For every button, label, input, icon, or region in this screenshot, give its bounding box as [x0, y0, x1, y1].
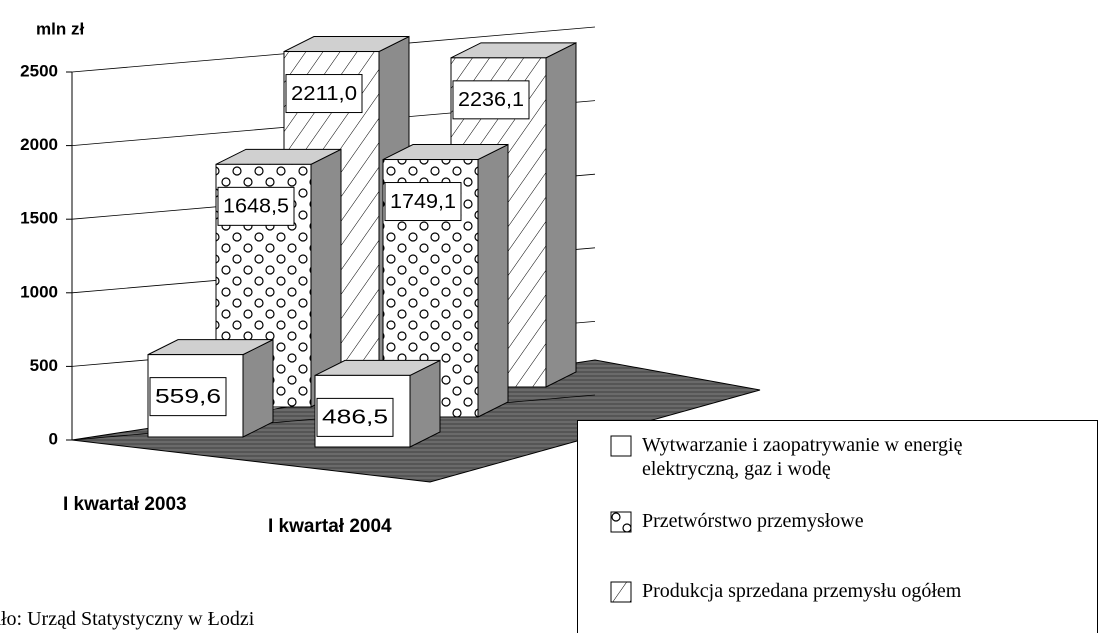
y-tick-label: 0 — [49, 429, 58, 448]
legend-swatch — [610, 511, 632, 533]
y-tick-label: 2500 — [20, 61, 58, 80]
legend-label: Produkcja sprzedana przemysłu ogółem — [642, 580, 962, 602]
legend-swatch — [610, 435, 632, 457]
value-label: 1648,5 — [223, 196, 289, 218]
value-label-box — [384, 182, 462, 222]
y-tick-label: 1500 — [20, 209, 58, 228]
y-tick-label: 500 — [30, 356, 58, 375]
y-tick-label: 2000 — [20, 135, 58, 154]
x-tick-label: I kwartał 2003 — [63, 494, 187, 515]
y-axis-label: mln zł — [36, 19, 84, 38]
value-label: 1749,1 — [390, 191, 456, 213]
source: dło: Urząd Statystyczny w Łodzi — [0, 608, 255, 630]
legend-swatch — [610, 581, 632, 603]
bar-side — [545, 42, 577, 388]
legend-entry: Przetwórstwo przemysłowe — [610, 509, 1062, 533]
value-label-box — [217, 186, 295, 226]
value-label: 486,5 — [322, 407, 388, 429]
y-tick-label: 1000 — [20, 282, 58, 301]
value-label-box — [452, 80, 530, 120]
bar-side — [477, 143, 509, 418]
legend-entry: Produkcja sprzedana przemysłu ogółem — [610, 579, 1062, 603]
swatch — [610, 511, 632, 533]
value-label: 559,6 — [155, 386, 221, 408]
swatch — [610, 435, 632, 457]
value-label: 2211,0 — [291, 83, 357, 105]
x-tick-label: I kwartał 2004 — [268, 516, 392, 537]
legend: Wytwarzanie i zaopatrywanie w energię el… — [577, 420, 1098, 633]
legend-entry: Wytwarzanie i zaopatrywanie w energię el… — [610, 433, 1042, 481]
value-label-box — [285, 74, 363, 114]
bar-side — [242, 338, 274, 438]
legend-label: Przetwórstwo przemysłowe — [642, 510, 864, 532]
value-label-box — [149, 377, 227, 417]
swatch — [610, 581, 632, 603]
value-label-box — [316, 397, 394, 437]
legend-label: Wytwarzanie i zaopatrywanie w energię el… — [642, 434, 963, 480]
value-label: 2236,1 — [458, 89, 524, 111]
